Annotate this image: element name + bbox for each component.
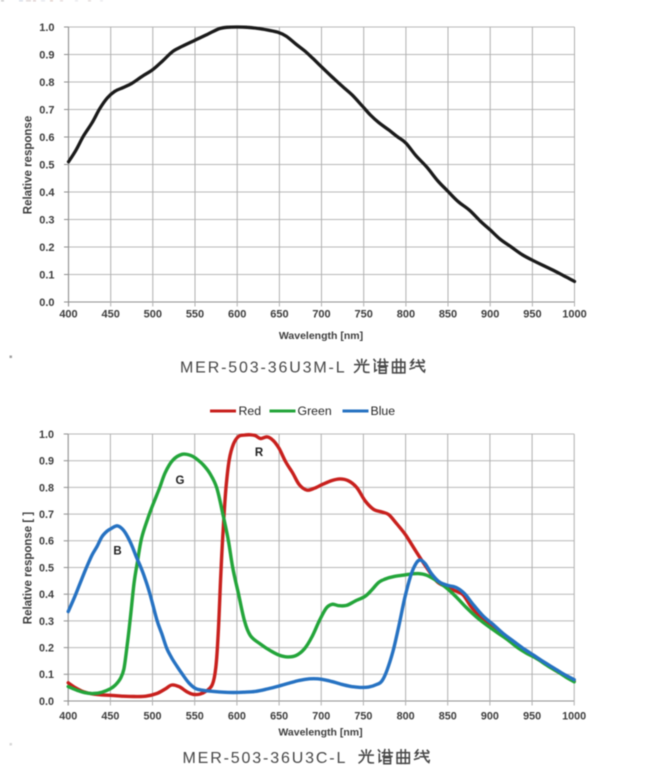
svg-text:650: 650 <box>270 710 288 722</box>
svg-text:700: 700 <box>312 710 330 722</box>
svg-text:Relative response: Relative response <box>23 116 35 214</box>
svg-text:0.6: 0.6 <box>39 132 54 144</box>
svg-text:400: 400 <box>59 710 77 722</box>
svg-text:550: 550 <box>186 710 204 722</box>
svg-text:600: 600 <box>228 308 246 320</box>
svg-text:0.7: 0.7 <box>39 104 54 116</box>
svg-text:MER-503-36U3C-L: MER-503-36U3C-L <box>183 750 348 767</box>
svg-text:800: 800 <box>397 308 415 320</box>
svg-text:700: 700 <box>312 308 330 320</box>
svg-text:450: 450 <box>101 710 119 722</box>
svg-text:450: 450 <box>102 308 120 320</box>
svg-text:400: 400 <box>59 308 77 320</box>
svg-text:Wavelength [nm]: Wavelength [nm] <box>279 330 363 342</box>
svg-text:0.0: 0.0 <box>39 696 54 708</box>
svg-text:950: 950 <box>523 710 541 722</box>
svg-text:950: 950 <box>523 308 541 320</box>
svg-text:R: R <box>255 447 264 459</box>
svg-text:750: 750 <box>355 308 373 320</box>
svg-text:600: 600 <box>228 710 246 722</box>
svg-text:0.4: 0.4 <box>39 187 55 199</box>
svg-text:Green: Green <box>298 404 332 418</box>
svg-text:0.3: 0.3 <box>39 616 54 628</box>
svg-text:500: 500 <box>143 710 161 722</box>
svg-text:850: 850 <box>439 308 457 320</box>
svg-text:0.2: 0.2 <box>39 643 54 655</box>
svg-text:0.5: 0.5 <box>39 562 54 574</box>
svg-text:0.4: 0.4 <box>39 589 54 601</box>
svg-text:750: 750 <box>354 710 372 722</box>
svg-text:0.1: 0.1 <box>39 669 54 681</box>
svg-text:1.0: 1.0 <box>39 22 54 34</box>
svg-text:800: 800 <box>397 710 415 722</box>
svg-text:900: 900 <box>481 308 499 320</box>
svg-text:0.9: 0.9 <box>39 456 54 468</box>
svg-text:MER-503-36U3M-L: MER-503-36U3M-L <box>180 360 346 377</box>
svg-text:0.8: 0.8 <box>39 482 54 494</box>
svg-text:0.1: 0.1 <box>39 269 54 281</box>
svg-text:0.8: 0.8 <box>39 77 54 89</box>
svg-text:Relative response [ ]: Relative response [ ] <box>23 512 35 625</box>
svg-text:900: 900 <box>481 710 499 722</box>
svg-text:850: 850 <box>439 710 457 722</box>
svg-text:0.5: 0.5 <box>39 159 54 171</box>
svg-text:0.9: 0.9 <box>39 49 54 61</box>
svg-text:Red: Red <box>239 404 262 418</box>
svg-text:1.0: 1.0 <box>39 429 54 441</box>
svg-text:650: 650 <box>270 308 288 320</box>
svg-text:0.3: 0.3 <box>39 214 54 226</box>
svg-text:0.0: 0.0 <box>39 297 54 309</box>
svg-text:0.7: 0.7 <box>39 509 54 521</box>
svg-text:Blue: Blue <box>371 404 396 418</box>
svg-text:Wavelength [nm]: Wavelength [nm] <box>278 726 362 738</box>
svg-text:1000: 1000 <box>562 710 586 722</box>
svg-text:G: G <box>176 475 185 487</box>
svg-text:1000: 1000 <box>562 308 586 320</box>
svg-text:550: 550 <box>186 308 204 320</box>
svg-text:0.6: 0.6 <box>39 536 54 548</box>
svg-text:B: B <box>113 545 121 557</box>
svg-text:500: 500 <box>144 308 162 320</box>
svg-text:0.2: 0.2 <box>39 242 54 254</box>
